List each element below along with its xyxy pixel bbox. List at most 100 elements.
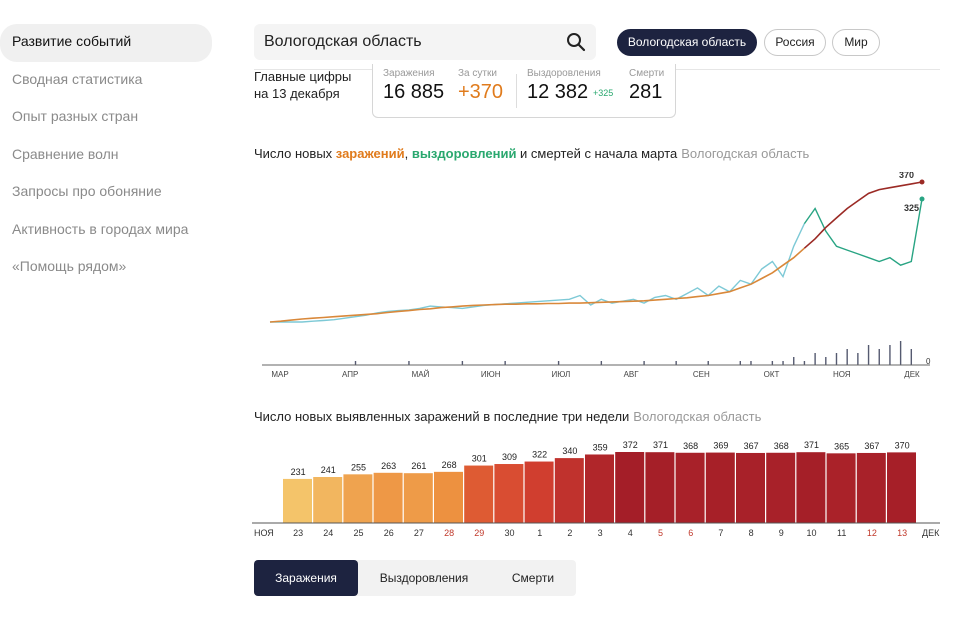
bar-day-label: 10 xyxy=(806,528,816,538)
sidebar-item-smell-queries[interactable]: Запросы про обоняние xyxy=(12,183,162,199)
region-chip-russia[interactable]: Россия xyxy=(764,29,826,56)
bar xyxy=(645,452,675,523)
stat-recovered-value: 12 382 xyxy=(527,81,589,103)
deaths-bar xyxy=(867,345,870,365)
deaths-bar xyxy=(643,361,645,365)
bar-value-label: 371 xyxy=(653,440,668,450)
infections-end-label: 370 xyxy=(899,172,914,180)
stat-infected-value: 16 885 xyxy=(383,81,445,103)
bar-value-label: 370 xyxy=(895,440,910,450)
stat-daily-label: За сутки xyxy=(458,68,497,79)
tab-recoveries[interactable]: Выздоровления xyxy=(379,571,469,585)
chart1-title-infections: заражений xyxy=(335,146,405,161)
deaths-bar xyxy=(675,361,677,365)
chart2-title-text: Число новых выявленных заражений в после… xyxy=(254,409,630,424)
tab-deaths[interactable]: Смерти xyxy=(511,571,555,585)
bar-value-label: 268 xyxy=(442,460,457,470)
bar-value-label: 301 xyxy=(472,454,487,464)
bar-day-label: 28 xyxy=(444,528,454,538)
sidebar-item-countries[interactable]: Опыт разных стран xyxy=(12,108,139,124)
search-icon[interactable] xyxy=(566,32,586,52)
bar-value-label: 261 xyxy=(411,461,426,471)
tab-infections[interactable]: Заражения xyxy=(254,560,358,596)
sidebar-item-events[interactable]: Развитие событий xyxy=(0,24,212,62)
stat-separator xyxy=(516,74,517,108)
x-tick-label: ОКТ xyxy=(764,370,780,379)
bar-value-label: 340 xyxy=(562,446,577,456)
deaths-bar xyxy=(771,361,774,365)
bar-value-label: 372 xyxy=(623,440,638,450)
stat-recovered-daily-value: +325 xyxy=(593,88,614,98)
sidebar-item-help-nearby[interactable]: «Помощь рядом» xyxy=(12,258,127,274)
bar-value-label: 309 xyxy=(502,452,517,462)
bar xyxy=(675,452,705,523)
metric-tabs: Заражения Выздоровления Смерти xyxy=(254,560,576,596)
chart2-title-region: Вологодская область xyxy=(633,409,762,424)
bar-value-label: 241 xyxy=(321,465,336,475)
bar-value-label: 322 xyxy=(532,450,547,460)
bar-day-label: 8 xyxy=(749,528,754,538)
deaths-bar xyxy=(803,361,806,365)
summary-stats-box: Заражения 16 885 За сутки +370 Выздоровл… xyxy=(372,64,676,118)
bar-value-label: 368 xyxy=(683,441,698,451)
bar-day-label: 27 xyxy=(414,528,424,538)
deaths-bar xyxy=(889,345,891,365)
line-chart[interactable]: 370 325 0 МАР АПР МАЙ ИЮН ИЮЛ АВГ СЕН ОКТ НОЯ ДЕК xyxy=(250,172,950,392)
sidebar-item-waves[interactable]: Сравнение волн xyxy=(12,145,119,162)
bar xyxy=(796,452,826,523)
summary-title-line1: Главные цифры xyxy=(254,69,352,84)
bar-value-label: 255 xyxy=(351,462,366,472)
sidebar-nav: Развитие событий Сводная статистика Опыт… xyxy=(0,24,215,287)
region-search[interactable]: Вологодская область xyxy=(254,24,596,60)
stat-deaths-label: Смерти xyxy=(629,68,665,79)
bar-value-label: 365 xyxy=(834,441,849,451)
bar-day-label: 9 xyxy=(779,528,784,538)
stat-recovered: Выздоровления 12 382 xyxy=(527,68,601,104)
bar xyxy=(494,464,524,523)
region-chip-world[interactable]: Мир xyxy=(832,29,880,56)
sidebar-item-city-activity[interactable]: Активность в городах мира xyxy=(12,220,189,237)
chart2-title: Число новых выявленных заражений в после… xyxy=(254,409,761,424)
deaths-bar xyxy=(825,357,827,365)
bar-chart[interactable]: 2312324124255252632626127268283012930930… xyxy=(250,430,950,545)
deaths-bar xyxy=(857,353,859,365)
bar xyxy=(736,452,765,523)
bar xyxy=(887,452,916,523)
deaths-bar xyxy=(750,361,752,365)
x-tick-label: МАР xyxy=(271,370,288,379)
x-tick-label: СЕН xyxy=(693,370,710,379)
sidebar-item-summary-stats[interactable]: Сводная статистика xyxy=(12,70,143,87)
chart1-title: Число новых заражений, выздоровлений и с… xyxy=(254,146,809,161)
deaths-bar xyxy=(846,349,848,365)
deaths-bar xyxy=(910,349,913,365)
bar-value-label: 231 xyxy=(291,467,306,477)
bar xyxy=(373,472,403,523)
deaths-bar xyxy=(814,353,816,365)
deaths-bar xyxy=(461,361,464,365)
bar xyxy=(554,458,584,523)
deaths-bar xyxy=(504,361,506,365)
bar xyxy=(856,452,886,523)
bar xyxy=(283,478,312,523)
stat-daily-value: +370 xyxy=(458,81,504,103)
bar xyxy=(313,477,343,523)
x-tick-label: ИЮН xyxy=(481,370,501,379)
deaths-bar xyxy=(899,341,902,365)
deaths-bar xyxy=(600,361,603,365)
bar-day-label: 13 xyxy=(897,528,907,538)
search-input[interactable]: Вологодская область xyxy=(264,33,422,50)
bar-day-label: 30 xyxy=(504,528,514,538)
deaths-bar xyxy=(878,349,880,365)
bar-day-label: 5 xyxy=(658,528,663,538)
x-tick-label: НОЯ xyxy=(833,370,851,379)
month-label-end: ДЕК xyxy=(922,528,940,538)
bar-value-label: 369 xyxy=(713,441,728,451)
chart1-title-region: Вологодская область xyxy=(681,146,810,161)
recoveries-end-label: 325 xyxy=(904,203,919,213)
region-chip-vologda[interactable]: Вологодская область xyxy=(617,29,757,56)
stat-daily: За сутки +370 xyxy=(458,68,503,104)
infections-end-point xyxy=(919,179,925,185)
bar xyxy=(705,452,735,523)
bar-value-label: 359 xyxy=(593,442,608,452)
bar-day-label: 1 xyxy=(537,528,542,538)
